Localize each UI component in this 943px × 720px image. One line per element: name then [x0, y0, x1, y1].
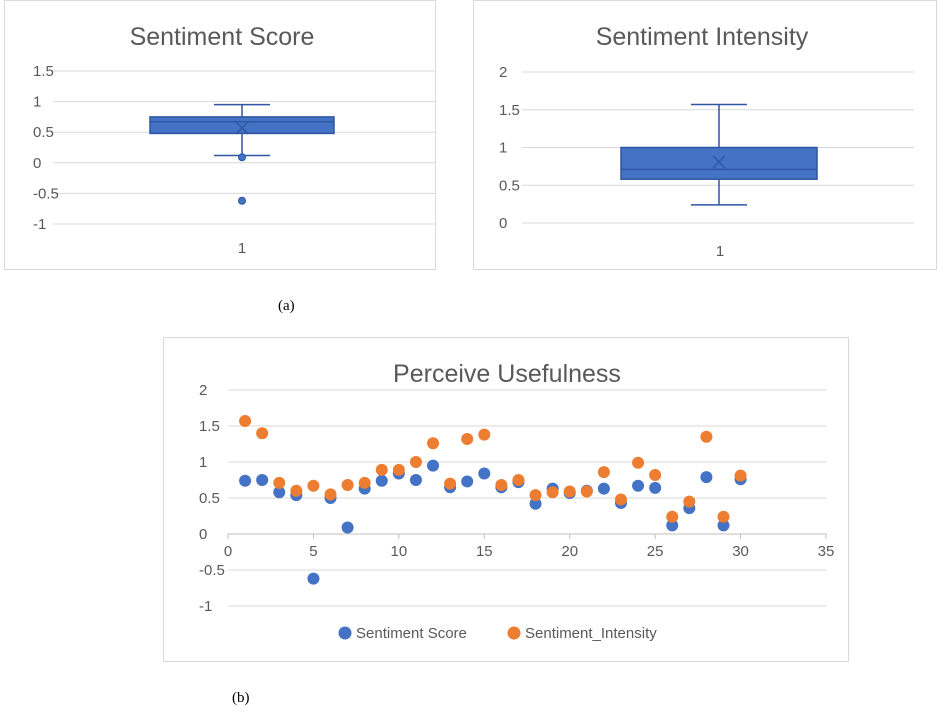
chart-title: Sentiment Intensity — [596, 23, 809, 51]
legend-marker-sentiment-score — [338, 626, 352, 640]
iqr-box — [149, 116, 335, 135]
y-tick-label: 1 — [199, 454, 207, 471]
caption-b: (b) — [232, 690, 250, 706]
legend-label-sentiment-intensity: Sentiment_Intensity — [525, 625, 657, 642]
point-sentiment-intensity — [529, 489, 542, 502]
x-tick-label: 1 — [238, 240, 246, 257]
point-sentiment-score — [273, 486, 286, 499]
point-sentiment-score — [239, 474, 252, 487]
point-sentiment-intensity — [392, 463, 405, 476]
point-sentiment-intensity — [614, 493, 627, 506]
point-sentiment-intensity — [649, 468, 662, 481]
point-sentiment-intensity — [324, 488, 337, 501]
legend: Sentiment Score Sentiment_Intensity — [338, 625, 657, 642]
x-tick-label: 5 — [309, 543, 317, 560]
box-chart-sentiment-score: Sentiment Score 1.5 1 0.5 0 -0.5 -1 1 — [4, 0, 436, 270]
y-tick-label: -1 — [199, 598, 212, 615]
legend-label-sentiment-score: Sentiment Score — [356, 625, 467, 642]
x-tick-label: 0 — [224, 543, 232, 560]
box-chart-sentiment-intensity: Sentiment Intensity 2 1.5 1 0.5 0 1 — [473, 0, 937, 270]
x-tick-label: 15 — [476, 543, 493, 560]
iqr-box — [620, 146, 818, 180]
y-tick-label: -0.5 — [33, 185, 59, 202]
point-sentiment-intensity — [307, 479, 320, 492]
point-sentiment-intensity — [461, 432, 474, 445]
point-sentiment-intensity — [700, 430, 713, 443]
x-tick-label: 25 — [647, 543, 664, 560]
y-tick-label: 1.5 — [199, 418, 220, 435]
point-sentiment-score — [256, 474, 269, 486]
caption-a: (a) — [278, 298, 295, 314]
y-tick-label: 1.5 — [33, 63, 54, 80]
point-sentiment-intensity — [290, 484, 303, 497]
point-sentiment-intensity — [341, 479, 354, 492]
point-sentiment-score — [427, 459, 440, 472]
point-sentiment-score — [632, 479, 645, 492]
point-sentiment-intensity — [495, 479, 508, 492]
y-tick-label: -0.5 — [199, 562, 225, 579]
legend-marker-sentiment-intensity — [507, 626, 521, 640]
point-sentiment-intensity — [563, 485, 576, 498]
y-tick-label: 2 — [499, 64, 507, 81]
x-tick-label: 20 — [561, 543, 578, 560]
point-sentiment-intensity — [632, 456, 645, 469]
box-chart-sentiment-intensity-plot: Sentiment Intensity 2 1.5 1 0.5 0 1 — [499, 23, 914, 260]
point-sentiment-score — [666, 519, 679, 532]
y-tick-label: 0.5 — [199, 490, 220, 507]
mean-marker — [712, 155, 726, 169]
point-sentiment-intensity — [358, 476, 371, 489]
point-sentiment-score — [409, 474, 422, 486]
scatter-chart-perceive-usefulness: Perceive Usefulness 2 1.5 1 0.5 0 -0.5 -1 0 5 10 1… — [163, 337, 849, 662]
point-sentiment-score — [529, 497, 542, 510]
box-chart-sentiment-score-plot: Sentiment Score 1.5 1 0.5 0 -0.5 -1 1 — [33, 23, 435, 257]
outlier-point — [238, 153, 246, 162]
point-sentiment-intensity — [427, 437, 440, 450]
x-tick-label: 30 — [732, 543, 749, 560]
x-tick-label: 10 — [391, 543, 408, 560]
y-tick-label: 1 — [499, 140, 507, 157]
chart-title: Sentiment Score — [130, 23, 315, 51]
point-sentiment-score — [375, 474, 388, 487]
point-sentiment-intensity — [580, 485, 593, 498]
x-tick-label: 35 — [818, 543, 835, 560]
point-sentiment-intensity — [273, 476, 286, 489]
point-sentiment-score — [717, 519, 730, 532]
point-sentiment-intensity — [512, 474, 525, 486]
y-tick-label: 1.5 — [499, 102, 520, 119]
point-sentiment-intensity — [666, 510, 679, 523]
scatter-chart-plot: Perceive Usefulness 2 1.5 1 0.5 0 -0.5 -1 0 5 10 1… — [199, 360, 835, 642]
point-sentiment-intensity — [683, 495, 696, 508]
point-sentiment-intensity — [256, 427, 269, 440]
point-sentiment-intensity — [546, 486, 559, 499]
point-sentiment-score — [700, 471, 713, 484]
y-tick-label: 1 — [33, 94, 41, 111]
point-sentiment-score — [649, 481, 662, 494]
y-tick-label: 0 — [33, 155, 41, 172]
x-tick-label: 1 — [716, 243, 724, 260]
point-sentiment-intensity — [597, 466, 610, 479]
y-tick-label: 0.5 — [33, 124, 54, 141]
y-tick-label: 0.5 — [499, 177, 520, 194]
point-sentiment-intensity — [444, 477, 457, 490]
point-sentiment-score — [307, 572, 320, 585]
point-sentiment-intensity — [375, 463, 388, 476]
mean-marker — [235, 121, 249, 135]
y-tick-label: 0 — [199, 526, 207, 543]
point-sentiment-intensity — [409, 456, 422, 468]
point-sentiment-score — [597, 482, 610, 495]
point-sentiment-intensity — [734, 469, 747, 482]
chart-title: Perceive Usefulness — [393, 360, 621, 388]
y-tick-label: 2 — [199, 382, 207, 399]
point-sentiment-intensity — [239, 414, 252, 427]
y-tick-label: -1 — [33, 216, 46, 233]
point-sentiment-intensity — [717, 510, 730, 523]
point-sentiment-score — [341, 521, 354, 534]
y-tick-label: 0 — [499, 215, 507, 232]
outlier-point — [238, 196, 246, 205]
point-sentiment-score — [478, 467, 491, 480]
point-sentiment-intensity — [478, 428, 491, 441]
point-sentiment-score — [461, 475, 474, 488]
